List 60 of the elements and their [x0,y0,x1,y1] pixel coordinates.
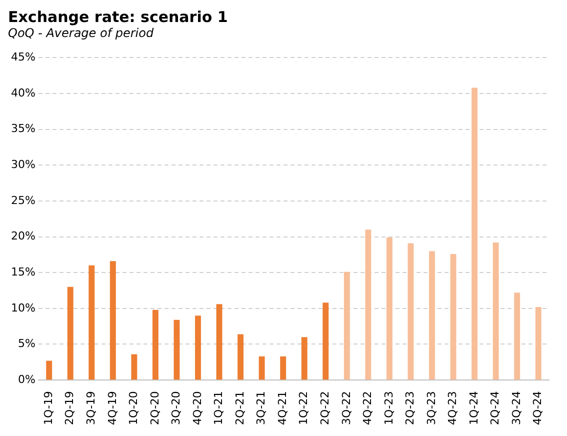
y-tick-label: 15% [10,265,36,278]
chart-subtitle: QoQ - Average of period [8,26,155,40]
x-tick-label: 2Q-21 [233,391,246,426]
x-tick-label: 2Q-20 [148,391,162,426]
chart-title: Exchange rate: scenario 1 [8,8,229,26]
x-tick-label: 4Q-23 [446,391,460,426]
bar [514,292,520,380]
bar [216,304,222,380]
x-tick-label: 3Q-20 [170,391,183,426]
x-tick-label: 2Q-22 [318,391,332,426]
x-tick-label: 1Q-19 [42,391,55,426]
x-tick-label: 4Q-22 [361,391,374,426]
x-tick-label: 1Q-20 [127,391,140,426]
bar [280,356,286,380]
bar [152,310,158,380]
bar [67,286,74,380]
y-tick-label: 25% [10,194,36,207]
x-tick-label: 1Q-21 [212,391,226,426]
bar [344,272,350,380]
x-tick-label: 3Q-24 [510,391,523,426]
x-tick-label: 4Q-20 [190,391,204,426]
x-tick-label: 3Q-21 [254,391,268,426]
bar [238,334,244,380]
bar [365,230,372,380]
x-tick-label: 4Q-24 [531,391,544,426]
x-tick-label: 1Q-22 [297,391,310,426]
bar [472,88,478,380]
bar [386,237,392,380]
bar [46,360,52,380]
y-tick-label: 40% [10,86,36,100]
bar [174,320,180,380]
bar [258,356,265,380]
x-tick-label: 1Q-23 [382,391,396,426]
bar [429,251,435,380]
x-tick-label: 2Q-19 [63,391,76,426]
x-tick-label: 4Q-21 [276,391,289,426]
bar [110,261,116,380]
x-tick-label: 3Q-23 [424,391,438,426]
y-tick-label: 20% [10,230,36,243]
x-tick-label: 4Q-19 [106,391,119,426]
y-tick-label: 10% [10,301,36,314]
bar [408,243,414,380]
y-tick-label: 45% [10,50,36,64]
x-tick-label: 2Q-23 [404,391,417,426]
x-tick-label: 3Q-22 [340,391,353,426]
bar [492,242,499,380]
x-tick-label: 1Q-24 [467,391,480,426]
y-tick-label: 0% [18,372,36,386]
bar [195,316,201,380]
y-tick-label: 35% [10,122,36,136]
bar [301,337,308,380]
x-tick-label: 2Q-24 [488,391,502,426]
x-tick-label: 3Q-19 [84,391,98,426]
bar [535,306,542,380]
y-tick-label: 5% [18,337,36,350]
bar [322,302,329,380]
bar [450,254,456,380]
bar [88,265,95,380]
bar [131,354,138,380]
y-tick-label: 30% [10,158,36,171]
